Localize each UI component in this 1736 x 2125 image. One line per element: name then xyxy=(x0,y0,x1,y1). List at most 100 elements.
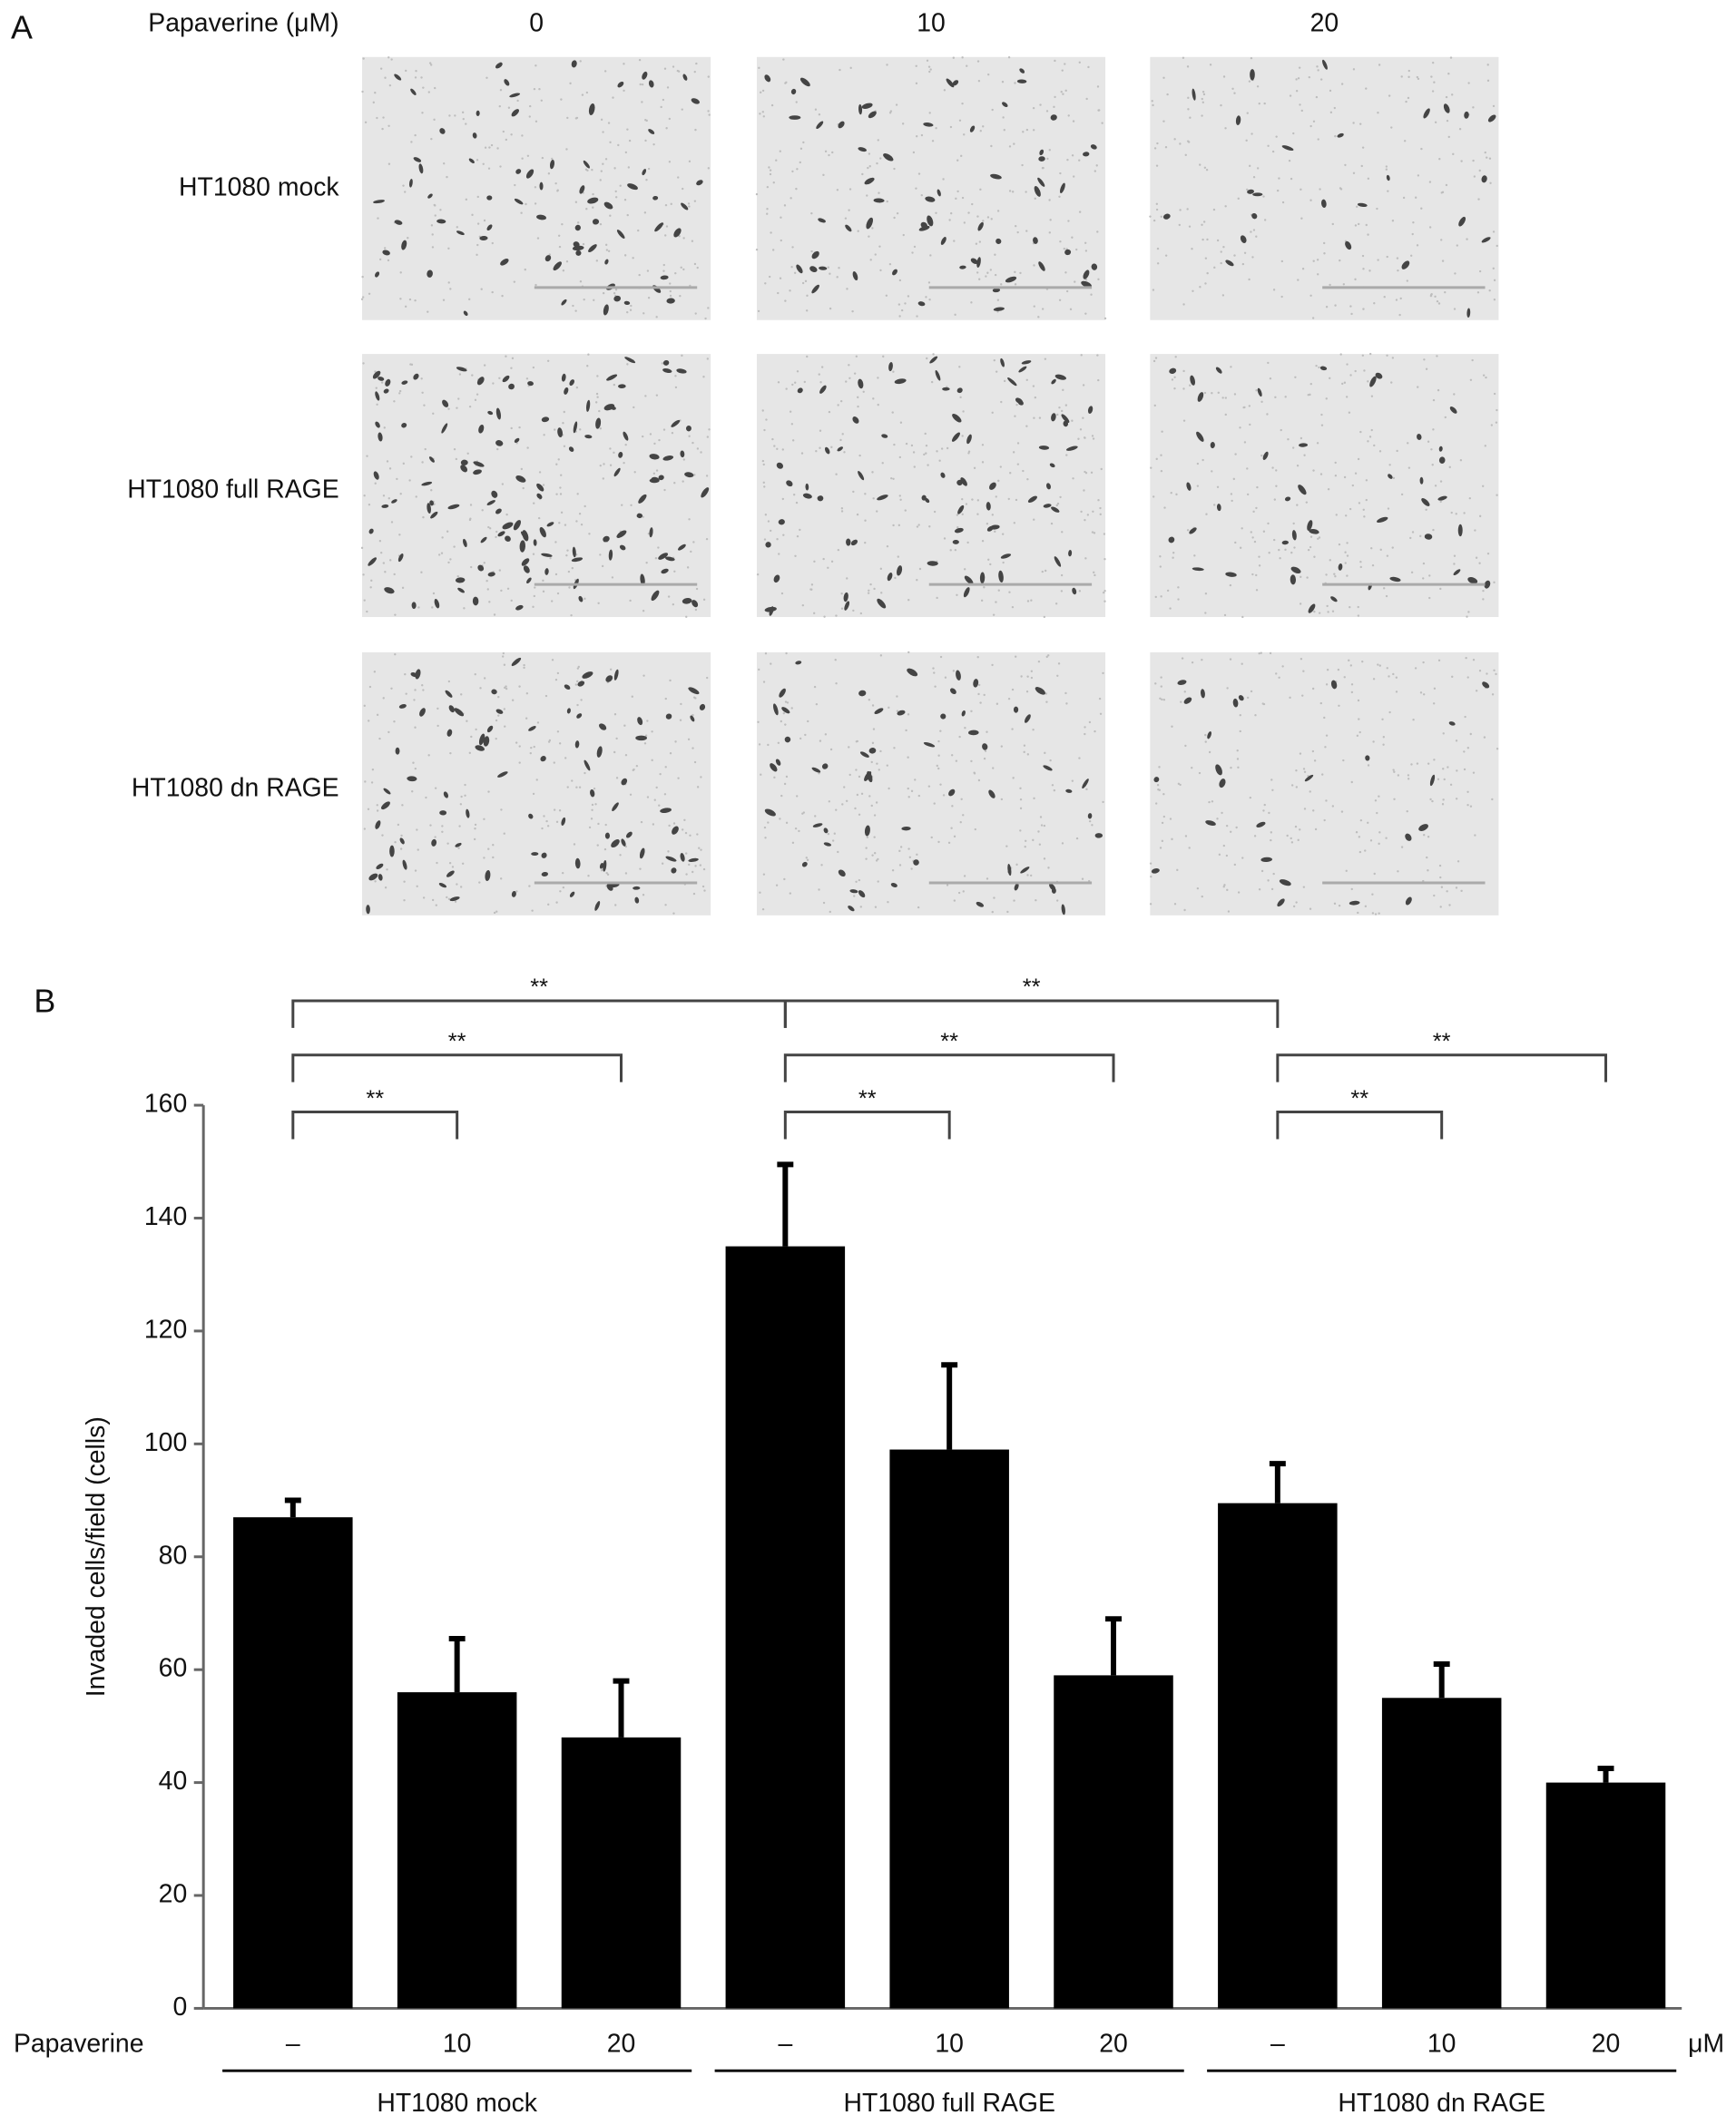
speck xyxy=(1191,766,1193,769)
speck xyxy=(700,451,702,454)
speck xyxy=(839,68,841,72)
speck xyxy=(1253,835,1257,837)
speck xyxy=(961,435,964,437)
speck xyxy=(571,779,574,782)
speck xyxy=(1367,177,1370,181)
cell xyxy=(671,867,677,874)
cell xyxy=(986,525,994,532)
speck xyxy=(1478,670,1482,672)
speck xyxy=(382,495,386,497)
speck xyxy=(554,678,558,681)
speck xyxy=(856,793,859,797)
speck xyxy=(422,86,425,89)
speck xyxy=(645,561,648,564)
cell xyxy=(1005,276,1017,283)
cell xyxy=(1401,260,1410,269)
speck xyxy=(761,111,764,113)
cell xyxy=(866,217,874,230)
speck xyxy=(469,504,473,506)
speck xyxy=(1292,905,1296,908)
speck xyxy=(866,836,869,838)
speck xyxy=(802,141,805,144)
speck xyxy=(855,355,858,357)
speck xyxy=(935,211,937,215)
speck xyxy=(691,713,694,717)
speck xyxy=(633,768,635,771)
speck xyxy=(1437,778,1440,780)
speck xyxy=(1426,856,1428,859)
speck xyxy=(1329,111,1333,114)
cell xyxy=(680,450,685,458)
cell xyxy=(613,669,619,681)
speck xyxy=(1449,783,1453,787)
speck xyxy=(455,457,458,461)
speck xyxy=(1065,289,1069,293)
speck xyxy=(658,804,661,807)
cell xyxy=(690,715,695,722)
cell xyxy=(977,221,984,231)
speck xyxy=(554,181,557,185)
speck xyxy=(1309,393,1311,397)
speck xyxy=(437,553,441,556)
speck xyxy=(468,405,472,408)
speck xyxy=(511,357,515,360)
speck xyxy=(1280,295,1283,299)
cell xyxy=(917,301,926,307)
cell xyxy=(401,380,408,385)
speck xyxy=(609,464,613,466)
speck xyxy=(374,370,377,373)
bar xyxy=(561,1737,682,2009)
speck xyxy=(476,195,479,199)
speck xyxy=(1463,512,1466,514)
cell xyxy=(658,553,669,560)
speck xyxy=(886,544,889,548)
speck xyxy=(415,70,417,73)
cell xyxy=(618,451,623,458)
speck xyxy=(1061,842,1064,845)
cell xyxy=(569,891,575,897)
speck xyxy=(1338,543,1341,546)
speck xyxy=(1059,495,1062,499)
speck xyxy=(693,474,696,476)
speck xyxy=(498,104,501,108)
cell xyxy=(838,869,846,877)
speck xyxy=(1358,122,1362,125)
speck xyxy=(1041,308,1045,310)
speck xyxy=(1060,590,1064,592)
speck xyxy=(923,453,926,456)
micrograph-bg xyxy=(1150,354,1499,618)
cell xyxy=(850,539,858,546)
speck xyxy=(1486,64,1489,66)
cell xyxy=(925,196,936,202)
speck xyxy=(378,258,382,261)
speck xyxy=(1099,513,1102,516)
cell xyxy=(888,361,893,372)
micrograph xyxy=(1149,651,1499,916)
speck xyxy=(1060,573,1064,577)
cell xyxy=(1235,115,1241,125)
speck xyxy=(1226,888,1229,892)
speck xyxy=(1011,728,1014,730)
cell xyxy=(383,388,389,394)
speck xyxy=(1289,696,1291,700)
speck xyxy=(1034,396,1037,399)
speck xyxy=(891,411,894,414)
speck xyxy=(1359,561,1362,563)
speck xyxy=(973,466,976,470)
speck xyxy=(870,804,873,808)
speck xyxy=(1288,159,1291,162)
speck xyxy=(1069,308,1073,311)
speck xyxy=(1419,534,1422,538)
speck xyxy=(487,525,490,529)
speck xyxy=(555,463,558,465)
speck xyxy=(937,840,940,844)
speck xyxy=(952,56,955,59)
speck xyxy=(1075,248,1078,251)
speck xyxy=(1467,82,1470,84)
speck xyxy=(1290,551,1293,554)
speck xyxy=(777,381,780,384)
speck xyxy=(1040,824,1044,827)
cell xyxy=(1205,820,1216,826)
cell xyxy=(573,421,578,434)
cell xyxy=(511,891,516,897)
